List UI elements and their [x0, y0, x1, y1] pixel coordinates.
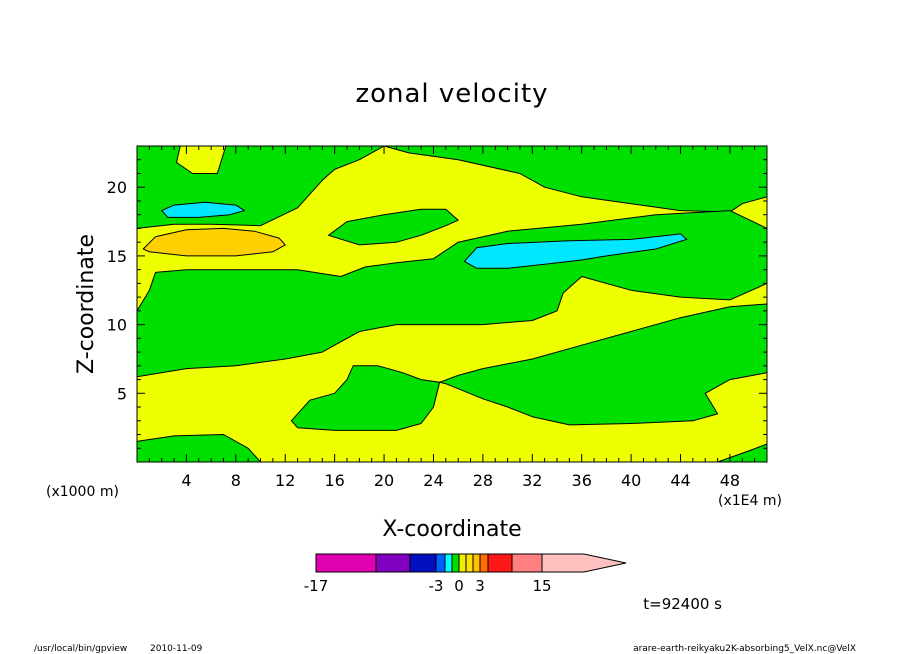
x-tick-label: 28	[473, 471, 493, 490]
y-axis-unit: (x1000 m)	[46, 484, 119, 500]
contour-region-positive-mid	[142, 227, 286, 257]
colorbar-cell	[375, 553, 411, 573]
colorbar-cell	[451, 553, 460, 573]
colorbar-cell	[315, 553, 377, 573]
x-axis-unit: (x1E4 m)	[718, 493, 782, 509]
contour-region-negative-small	[328, 208, 459, 246]
x-tick-label: 8	[231, 471, 241, 490]
colorbar-cell	[435, 553, 446, 573]
x-axis: 4 8 12 16 20 24 28 32 36 40 44 48	[148, 146, 768, 490]
contour-region-negative-mid	[463, 233, 688, 269]
x-axis-label: X-coordinate	[382, 517, 521, 542]
time-label: t=92400 s	[643, 595, 722, 613]
x-tick-label: 4	[181, 471, 191, 490]
data-file: arare-earth-reikyaku2K-absorbing5_VelX.n…	[633, 644, 856, 654]
plot-date: 2010-11-09	[150, 644, 203, 654]
colorbar-cell	[458, 553, 467, 573]
y-tick-label: 10	[107, 316, 127, 335]
x-tick-label: 48	[720, 471, 740, 490]
contour-region-negative-small	[290, 365, 441, 431]
x-tick-label: 36	[572, 471, 592, 490]
x-tick-label: 16	[324, 471, 344, 490]
colorbar-cell	[444, 553, 453, 573]
colorbar: -17 -3 0 3 15	[304, 553, 627, 595]
program-path: /usr/local/bin/gpview	[34, 644, 127, 654]
y-axis-label: Z-coordinate	[74, 234, 99, 374]
colorbar-cell	[472, 553, 481, 573]
colorbar-label: -3	[429, 577, 444, 595]
colorbar-cell	[409, 553, 437, 573]
colorbar-cell	[511, 553, 543, 573]
plot-frame	[136, 145, 768, 463]
colorbar-cell	[541, 553, 627, 573]
x-tick-label: 12	[275, 471, 295, 490]
colorbar-label: -17	[304, 577, 329, 595]
colorbar-label: 0	[454, 577, 464, 595]
y-tick-label: 20	[107, 178, 127, 197]
plot-area	[136, 145, 768, 463]
contour-region-negative-small	[439, 303, 768, 426]
y-tick-label: 15	[107, 247, 127, 266]
colorbar-label: 3	[475, 577, 485, 595]
chart-title: zonal velocity	[355, 79, 548, 109]
colorbar-label: 15	[532, 577, 551, 595]
colorbar-cell	[487, 553, 513, 573]
contour-region-negative-mid	[161, 201, 245, 218]
x-tick-label: 44	[670, 471, 690, 490]
y-tick-label: 5	[117, 384, 127, 403]
x-tick-label: 40	[621, 471, 641, 490]
colorbar-cell	[465, 553, 474, 573]
x-tick-label: 32	[522, 471, 542, 490]
y-axis: 5 10 15 20	[107, 145, 767, 449]
x-tick-label: 24	[423, 471, 443, 490]
x-tick-label: 20	[374, 471, 394, 490]
colorbar-cell	[479, 553, 489, 573]
